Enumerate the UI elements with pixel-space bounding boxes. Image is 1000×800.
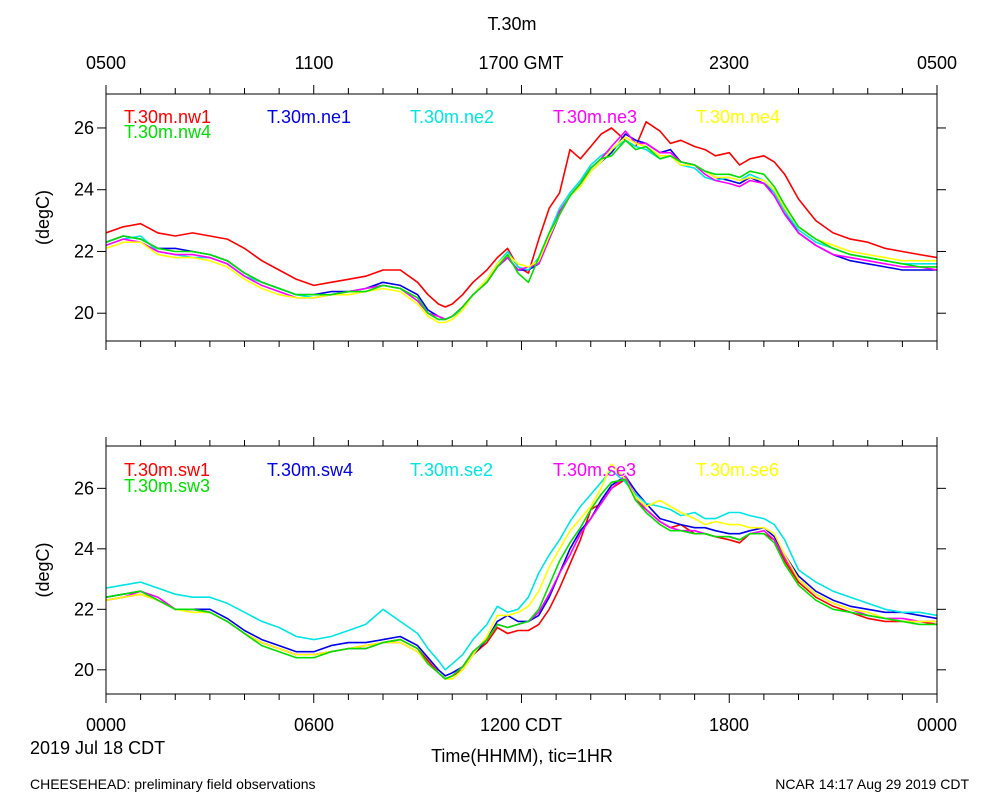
legend-label: T.30m.ne4 <box>696 107 780 127</box>
top-axis-tick-label: 0500 <box>917 53 957 73</box>
series-line-T-30m-ne2 <box>106 139 937 321</box>
top-x-ticks <box>105 85 938 350</box>
x-axis-label: Time(HHMM), tic=1HR <box>431 746 613 766</box>
bottom-x-ticks <box>105 437 938 703</box>
legend-label: T.30m.se6 <box>696 460 779 480</box>
bottom-axis-tick-label: 0000 <box>917 715 957 735</box>
bottom-time-axis: 0000 0600 1200 CDT 1800 0000 <box>86 715 957 735</box>
series-line-T-30m-se2 <box>106 469 937 671</box>
legend-label: T.30m.sw4 <box>267 460 353 480</box>
bottom-panel: 20 22 24 26 (degC) T.30m.sw1 T.30m.sw4 T.30m.se… <box>33 437 946 703</box>
legend-label: T.30m.sw3 <box>124 476 210 496</box>
series-line-T-30m-ne1 <box>106 133 937 321</box>
series-line-T-30m-nw4 <box>106 139 937 321</box>
series-line-T-30m-sw4 <box>106 475 937 677</box>
legend-label: T.30m.se3 <box>553 460 636 480</box>
bottom-y-ticks: 20 22 24 26 <box>74 478 946 680</box>
footer-left: CHEESEHEAD: preliminary field observatio… <box>30 776 316 792</box>
legend-label: T.30m.nw1 <box>124 107 211 127</box>
y-tick-label: 26 <box>74 478 94 498</box>
bottom-axis-tick-label: 1200 CDT <box>480 715 562 735</box>
top-legend: T.30m.nw1 T.30m.ne1 T.30m.ne2 T.30m.ne3 T.30… <box>124 107 780 142</box>
y-tick-label: 20 <box>74 303 94 323</box>
legend-label: T.30m.ne1 <box>267 107 351 127</box>
y-tick-label: 22 <box>74 241 94 261</box>
bottom-legend: T.30m.sw1 T.30m.sw4 T.30m.se2 T.30m.se3 T.30… <box>124 460 779 496</box>
top-axis-tick-label: 1100 <box>295 53 334 73</box>
y-tick-label: 22 <box>74 599 94 619</box>
y-axis-label: (degC) <box>33 542 53 597</box>
top-series-lines <box>106 121 937 324</box>
series-line-T-30m-ne4 <box>106 136 937 324</box>
bottom-axis-tick-label: 0000 <box>86 715 126 735</box>
y-tick-label: 24 <box>74 539 94 559</box>
y-tick-label: 26 <box>74 118 94 138</box>
y-axis-label: (degC) <box>33 190 53 245</box>
bottom-axis-tick-label: 1800 <box>709 715 749 735</box>
top-panel: 20 22 24 26 (degC) T.30m.nw1 T.30m.ne1 T.30m.ne… <box>33 85 946 350</box>
series-line-T-30m-sw3 <box>106 478 937 680</box>
y-tick-label: 20 <box>74 660 94 680</box>
top-y-ticks: 20 22 24 26 <box>74 118 946 323</box>
series-line-T-30m-nw1 <box>106 121 937 308</box>
date-label: 2019 Jul 18 CDT <box>30 738 165 758</box>
series-line-T-30m-se3 <box>106 475 937 680</box>
bottom-series-lines <box>106 463 937 680</box>
bottom-axis-tick-label: 0600 <box>294 715 334 735</box>
top-axis-tick-label: 0500 <box>86 53 126 73</box>
chart-title: T.30m <box>487 14 536 34</box>
series-line-T-30m-ne3 <box>106 130 937 321</box>
legend-label: T.30m.sw1 <box>124 460 210 480</box>
y-tick-label: 24 <box>74 180 94 200</box>
legend-label: T.30m.nw4 <box>124 122 211 142</box>
top-axis-tick-label: 2300 <box>709 53 749 73</box>
top-axis-tick-label: 1700 GMT <box>478 53 563 73</box>
legend-label: T.30m.ne2 <box>410 107 494 127</box>
legend-label: T.30m.ne3 <box>553 107 637 127</box>
top-plot-frame <box>105 93 938 342</box>
series-line-T-30m-se6 <box>106 463 937 680</box>
legend-label: T.30m.se2 <box>410 460 493 480</box>
footer-right: NCAR 14:17 Aug 29 2019 CDT <box>775 776 969 792</box>
top-time-axis: 0500 1100 1700 GMT 2300 0500 <box>86 53 957 73</box>
bottom-plot-frame <box>105 445 938 695</box>
